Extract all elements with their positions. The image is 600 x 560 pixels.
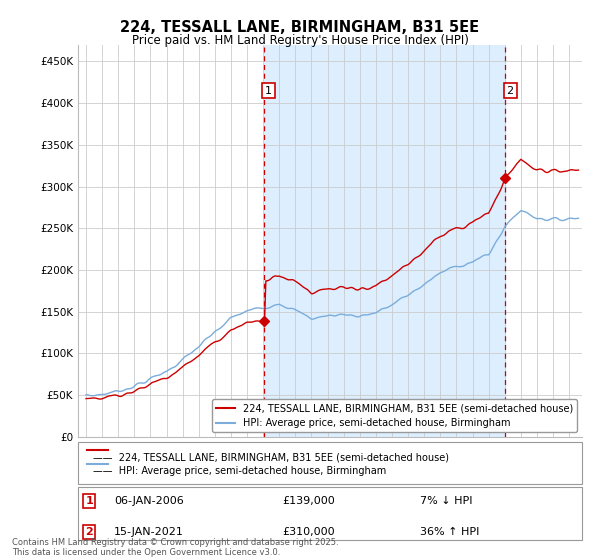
Text: 1: 1 xyxy=(265,86,272,96)
Text: ——  224, TESSALL LANE, BIRMINGHAM, B31 5EE (semi-detached house): —— 224, TESSALL LANE, BIRMINGHAM, B31 5E… xyxy=(93,452,449,463)
Text: £310,000: £310,000 xyxy=(282,527,335,537)
Text: Contains HM Land Registry data © Crown copyright and database right 2025.
This d: Contains HM Land Registry data © Crown c… xyxy=(12,538,338,557)
Text: ——  HPI: Average price, semi-detached house, Birmingham: —— HPI: Average price, semi-detached hou… xyxy=(93,466,386,476)
Text: 224, TESSALL LANE, BIRMINGHAM, B31 5EE: 224, TESSALL LANE, BIRMINGHAM, B31 5EE xyxy=(121,20,479,35)
Text: 15-JAN-2021: 15-JAN-2021 xyxy=(114,527,184,537)
Text: 7% ↓ HPI: 7% ↓ HPI xyxy=(420,496,473,506)
Text: Price paid vs. HM Land Registry's House Price Index (HPI): Price paid vs. HM Land Registry's House … xyxy=(131,34,469,46)
Text: £139,000: £139,000 xyxy=(282,496,335,506)
Text: 36% ↑ HPI: 36% ↑ HPI xyxy=(420,527,479,537)
Text: 1: 1 xyxy=(85,496,93,506)
Text: 2: 2 xyxy=(506,86,514,96)
Legend: 224, TESSALL LANE, BIRMINGHAM, B31 5EE (semi-detached house), HPI: Average price: 224, TESSALL LANE, BIRMINGHAM, B31 5EE (… xyxy=(212,399,577,432)
Text: 06-JAN-2006: 06-JAN-2006 xyxy=(114,496,184,506)
Text: 2: 2 xyxy=(85,527,93,537)
Bar xyxy=(264,45,505,437)
